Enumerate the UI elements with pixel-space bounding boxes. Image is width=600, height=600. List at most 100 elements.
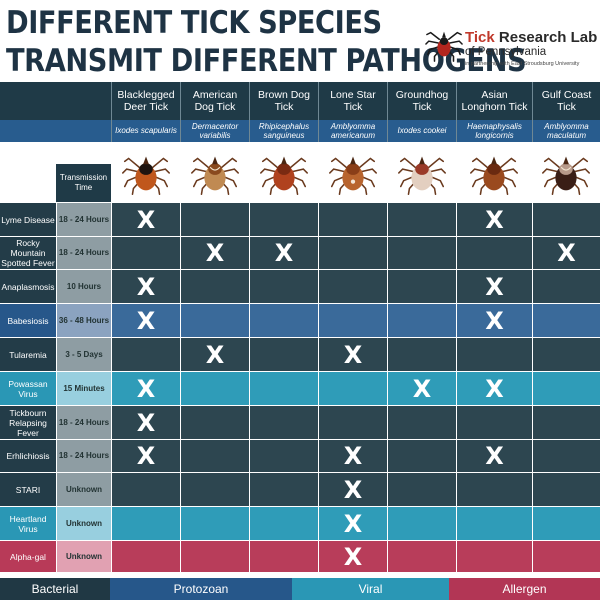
empty-cell [532, 371, 600, 405]
american-dog-tick-icon [180, 142, 249, 202]
empty-cell [111, 472, 180, 506]
header-corner-sci [0, 120, 111, 142]
empty-cell [387, 405, 456, 439]
legend-allergen: Allergen [449, 578, 600, 600]
tick-scientific-4: Amblyomma americanum [318, 120, 387, 142]
transmission-time: 3 - 5 Days [56, 337, 111, 371]
empty-cell [532, 506, 600, 540]
empty-cell [387, 236, 456, 269]
empty-cell [318, 236, 387, 269]
empty-cell [387, 506, 456, 540]
empty-cell [180, 269, 249, 303]
transmission-time: 18 - 24 Hours [56, 439, 111, 472]
tick-scientific-7: Amblyomma maculatum [532, 120, 600, 142]
lone-star-tick-icon [318, 142, 387, 202]
brand-name: Tick Research Lab [465, 29, 598, 46]
legend-viral: Viral [292, 578, 449, 600]
transmits-mark: X [180, 236, 249, 269]
empty-cell [456, 540, 532, 572]
transmits-mark: X [249, 236, 318, 269]
tick-name-3: Brown Dog Tick [249, 82, 318, 120]
transmits-mark: X [180, 337, 249, 371]
transmits-mark: X [318, 540, 387, 572]
image-row-corner [0, 142, 56, 202]
empty-cell [111, 506, 180, 540]
asian-longhorn-tick-icon [456, 142, 532, 202]
transmission-time: Unknown [56, 540, 111, 572]
legend-bacterial: Bacterial [0, 578, 110, 600]
tick-name-4: Lone Star Tick [318, 82, 387, 120]
tick-scientific-3: Rhipicephalus sanguineus [249, 120, 318, 142]
empty-cell [532, 303, 600, 337]
brand-logo-block: Tick Research Lab of Pennsylvania in par… [425, 24, 600, 72]
gulf-coast-tick-icon [532, 142, 600, 202]
tick-scientific-5: Ixodes cookei [387, 120, 456, 142]
pathogen-label: Rocky Mountain Spotted Fever [0, 236, 56, 269]
empty-cell [456, 506, 532, 540]
brand-partner: in partnership with East Stroudsburg Uni… [465, 61, 580, 67]
transmits-mark: X [318, 439, 387, 472]
transmission-time: 36 - 48 Hours [56, 303, 111, 337]
empty-cell [318, 269, 387, 303]
empty-cell [249, 472, 318, 506]
empty-cell [180, 472, 249, 506]
pathogen-label: Powassan Virus [0, 371, 56, 405]
transmission-time: Unknown [56, 472, 111, 506]
empty-cell [318, 202, 387, 236]
tick-pathogen-table: Transmission Time Blacklegged Deer Tick Ix… [0, 82, 600, 578]
empty-cell [387, 540, 456, 572]
tick-name-2: American Dog Tick [180, 82, 249, 120]
empty-cell [318, 303, 387, 337]
empty-cell [249, 540, 318, 572]
tick-name-6: Asian Longhorn Tick [456, 82, 532, 120]
empty-cell [180, 371, 249, 405]
transmits-mark: X [111, 371, 180, 405]
empty-cell [387, 337, 456, 371]
transmits-mark: X [318, 337, 387, 371]
groundhog-tick-icon [387, 142, 456, 202]
empty-cell [532, 202, 600, 236]
pathogen-label: Alpha-gal [0, 540, 56, 572]
empty-cell [456, 472, 532, 506]
empty-cell [387, 303, 456, 337]
tick-name-1: Blacklegged Deer Tick [111, 82, 180, 120]
empty-cell [456, 405, 532, 439]
transmission-time: 18 - 24 Hours [56, 405, 111, 439]
tick-scientific-2: Dermacentor variabilis [180, 120, 249, 142]
transmits-mark: X [111, 405, 180, 439]
empty-cell [180, 439, 249, 472]
empty-cell [387, 439, 456, 472]
transmits-mark: X [456, 269, 532, 303]
transmits-mark: X [456, 303, 532, 337]
empty-cell [249, 202, 318, 236]
transmits-mark: X [387, 371, 456, 405]
title-line-1: DIFFERENT TICK SPECIES [6, 5, 382, 41]
empty-cell [249, 371, 318, 405]
transmits-mark: X [532, 236, 600, 269]
empty-cell [532, 405, 600, 439]
transmits-mark: X [318, 506, 387, 540]
empty-cell [532, 269, 600, 303]
pathogen-label: Lyme Disease [0, 202, 56, 236]
empty-cell [249, 269, 318, 303]
pathogen-label: Babesiosis [0, 303, 56, 337]
empty-cell [387, 472, 456, 506]
transmits-mark: X [111, 202, 180, 236]
empty-cell [249, 439, 318, 472]
empty-cell [456, 236, 532, 269]
pathogen-label: Erhlichiosis [0, 439, 56, 472]
empty-cell [532, 337, 600, 371]
empty-cell [249, 337, 318, 371]
legend-protozoan: Protozoan [110, 578, 292, 600]
transmits-mark: X [111, 303, 180, 337]
brand-subtitle: of Pennsylvania [465, 46, 547, 58]
page-title: DIFFERENT TICK SPECIES TRANSMIT DIFFEREN… [6, 4, 527, 80]
transmits-mark: X [111, 269, 180, 303]
pathogen-label: STARI [0, 472, 56, 506]
empty-cell [387, 202, 456, 236]
empty-cell [180, 202, 249, 236]
empty-cell [532, 540, 600, 572]
brown-dog-tick-icon [249, 142, 318, 202]
empty-cell [180, 506, 249, 540]
